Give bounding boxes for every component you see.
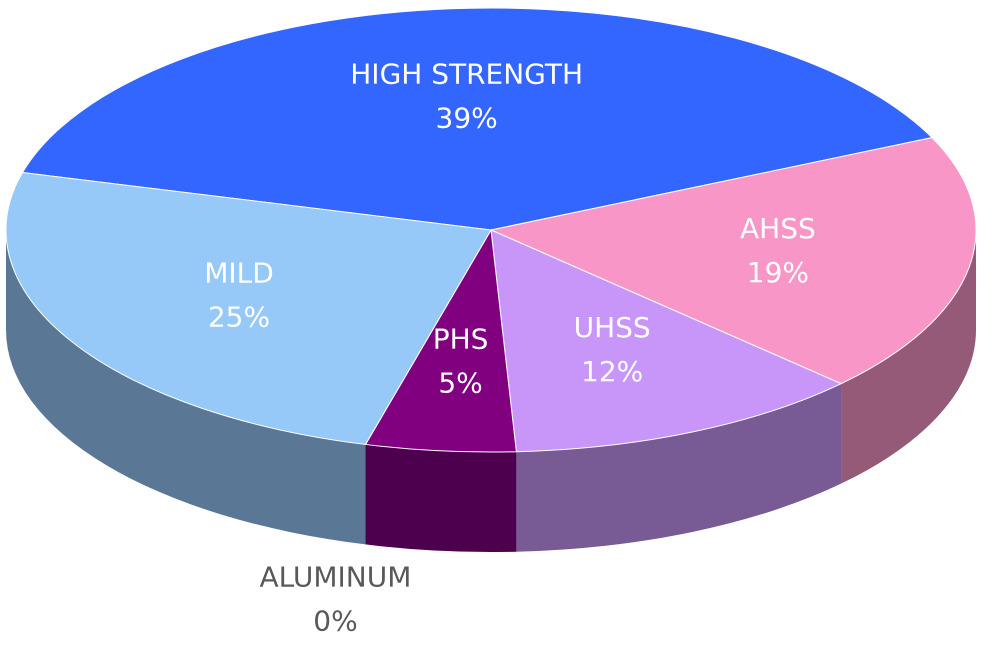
slice [21, 7, 933, 231]
pie-tops [5, 7, 977, 453]
slice-label: UHSS [574, 311, 651, 344]
slice-value: 12% [581, 355, 643, 388]
slice-side [516, 383, 842, 552]
slice-label: PHS [433, 322, 489, 355]
pie-sides [6, 230, 976, 552]
slice [364, 228, 517, 453]
slice [5, 172, 492, 445]
slice-side [365, 444, 517, 552]
slice-value: 5% [438, 366, 482, 399]
slice-label: AHSS [740, 212, 816, 245]
slice-label: HIGH STRENGTH [350, 57, 583, 90]
slice-value: 0% [313, 604, 357, 637]
slice-value: 19% [747, 256, 809, 289]
slice-value: 39% [436, 101, 498, 134]
slice-side [6, 230, 366, 545]
slice-label: MILD [204, 257, 274, 290]
slice-label: ALUMINUM [260, 560, 412, 593]
slice [490, 229, 843, 453]
slice-value: 25% [208, 301, 270, 334]
slice-side [841, 230, 976, 484]
pie-labels: HIGH STRENGTH 39% AHSS 19% UHSS 12% PHS 5% ALUMI… [204, 57, 816, 637]
slice [489, 137, 977, 385]
